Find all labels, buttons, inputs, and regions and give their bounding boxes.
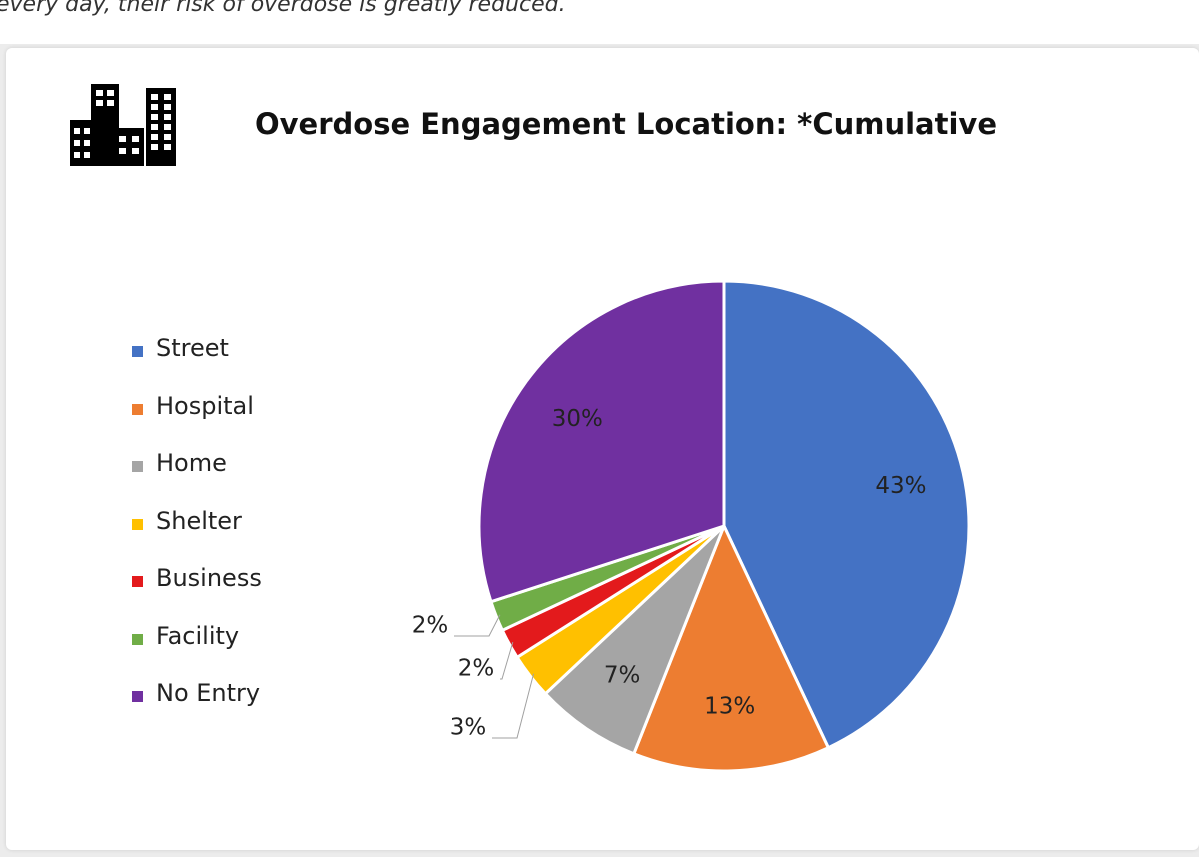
legend-label: No Entry [156, 679, 261, 707]
legend-label: Hospital [156, 391, 254, 420]
data-label: 7% [604, 662, 641, 688]
pie-slice [477, 279, 726, 604]
legend-swatch [132, 403, 143, 415]
legend-swatch [132, 691, 143, 702]
pie-slice [543, 524, 726, 756]
legend-swatch [132, 346, 143, 357]
legend-swatch [132, 633, 143, 645]
pie-slice [722, 279, 971, 750]
legend-label: Street [156, 334, 229, 362]
legend-label: Home [156, 449, 227, 477]
legend-swatch [132, 518, 143, 530]
top-strip: every day, their risk of overdose is gre… [0, 0, 1199, 44]
data-label: 2% [458, 656, 495, 682]
data-label: 13% [704, 694, 755, 720]
data-label: 30% [552, 406, 603, 432]
office-buildings-icon [70, 84, 176, 166]
leader-line [454, 614, 501, 637]
leader-line [492, 673, 535, 739]
chart-title: Overdose Engagement Location: *Cumulativ… [255, 107, 998, 141]
data-label: 43% [875, 473, 926, 499]
intro-text: every day, their risk of overdose is gre… [0, 0, 566, 17]
legend-swatch [132, 461, 143, 472]
legend-label: Facility [156, 621, 240, 650]
pie-slice [631, 522, 831, 773]
leader-line [500, 641, 514, 680]
legend-label: Business [156, 564, 262, 592]
data-label: 2% [412, 613, 449, 639]
data-label: 3% [450, 715, 487, 741]
legend-label: Shelter [156, 506, 242, 535]
legend-swatch [132, 576, 143, 587]
